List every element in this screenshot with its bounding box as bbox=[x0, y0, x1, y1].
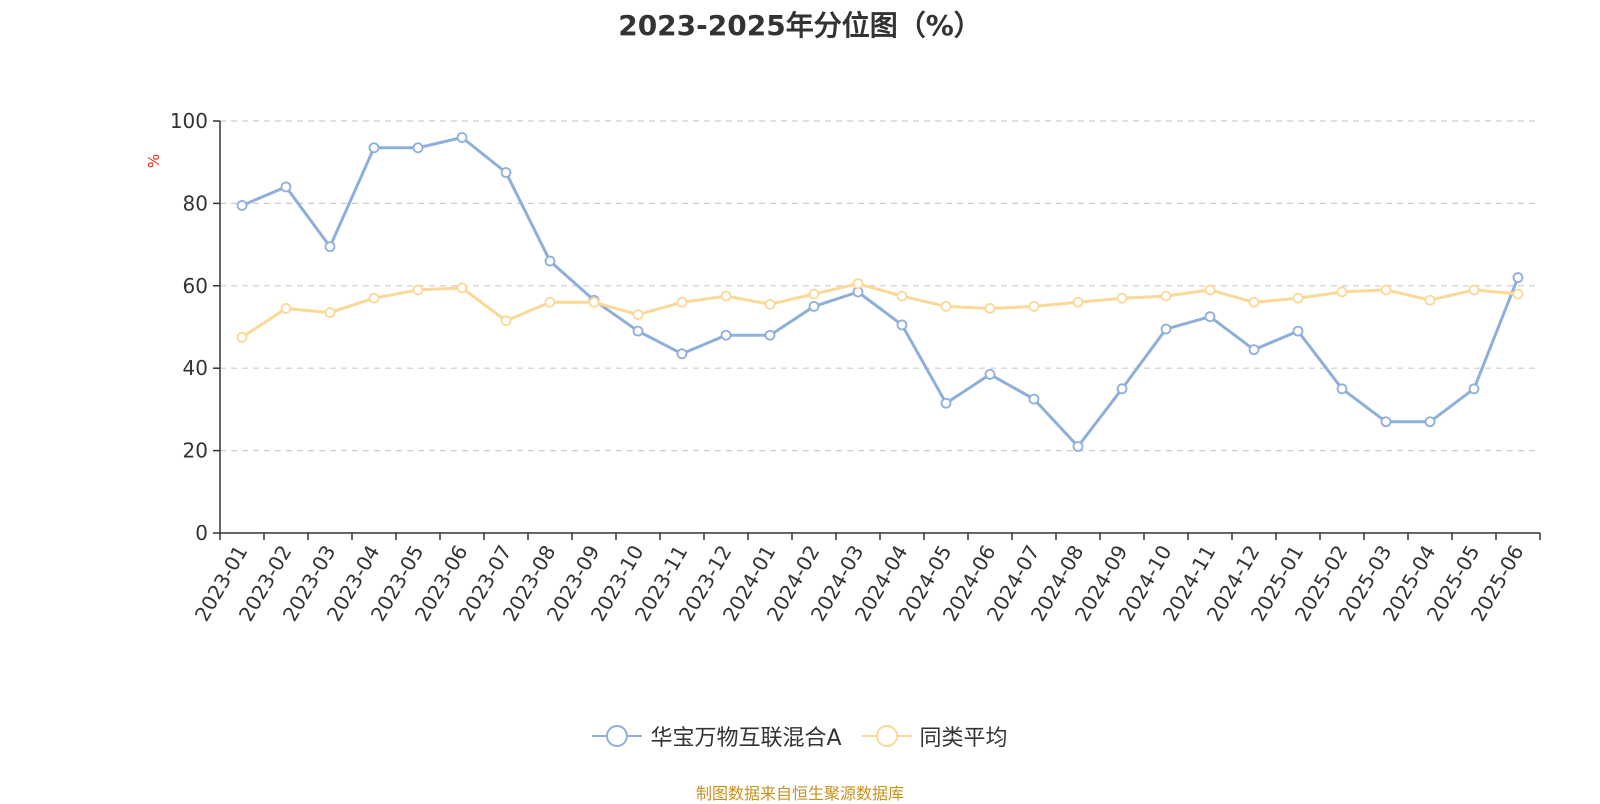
series-1-point-2023-12 bbox=[720, 329, 732, 341]
series-1-point-2025-05 bbox=[1468, 383, 1480, 395]
series-1-point-2025-04 bbox=[1424, 416, 1436, 428]
series-2-point-2024-07 bbox=[1028, 300, 1040, 312]
series-1-point-2024-12 bbox=[1248, 344, 1260, 356]
series-1-point-2024-06 bbox=[984, 368, 996, 380]
series-2-point-2023-12 bbox=[720, 290, 732, 302]
series-2-point-2023-10 bbox=[632, 309, 644, 321]
series-2-point-2025-04 bbox=[1424, 294, 1436, 306]
y-tick-label-100: 100 bbox=[170, 109, 208, 133]
series-2-point-2023-11 bbox=[676, 296, 688, 308]
y-tick-label-20: 20 bbox=[183, 439, 208, 463]
series-2-point-2024-01 bbox=[764, 298, 776, 310]
y-axis-ticks: 0 20 40 60 80 100 bbox=[170, 109, 220, 545]
series-2-point-2023-02 bbox=[280, 303, 292, 314]
x-axis-ticks: 2023-012023-022023-032023-042023-052023-… bbox=[190, 533, 1541, 625]
series-1-point-2024-02 bbox=[808, 300, 820, 312]
series-2-point-2024-10 bbox=[1160, 290, 1172, 302]
legend: 华宝万物互联混合A 同类平均 bbox=[0, 716, 1600, 756]
series-2-point-2025-01 bbox=[1292, 292, 1304, 304]
series-1-point-2023-02 bbox=[280, 181, 292, 193]
series-1-point-2023-07 bbox=[500, 167, 512, 178]
series-1-point-2024-07 bbox=[1028, 393, 1040, 405]
axes bbox=[219, 121, 1540, 534]
y-tick-label-0: 0 bbox=[195, 521, 208, 545]
series-2-point-2024-11 bbox=[1204, 284, 1216, 296]
series-1-point-2025-03 bbox=[1380, 416, 1392, 428]
series-1-point-2025-06 bbox=[1512, 272, 1524, 283]
series-2-point-2024-08 bbox=[1072, 296, 1084, 308]
legend-label-series-2: 同类平均 bbox=[919, 726, 1008, 751]
legend-marker-series-2-icon bbox=[861, 725, 912, 747]
series-2-point-2023-04 bbox=[368, 292, 380, 304]
series-2-point-2023-05 bbox=[412, 284, 424, 296]
series-1-point-2023-05 bbox=[412, 142, 424, 154]
data-source-footer: 制图数据来自恒生聚源数据库 bbox=[695, 784, 904, 803]
series-1-point-2023-11 bbox=[676, 348, 688, 360]
series-2-point-2023-08 bbox=[544, 296, 556, 308]
series-line-1 bbox=[241, 136, 1520, 448]
series-line-2 bbox=[241, 282, 1519, 339]
series-group bbox=[236, 132, 1524, 452]
series-1-point-2024-11 bbox=[1204, 311, 1216, 323]
series-2-point-2023-06 bbox=[456, 282, 468, 294]
legend-label-series-1: 华宝万物互联混合A bbox=[650, 726, 842, 751]
series-1-point-2025-01 bbox=[1292, 325, 1304, 337]
legend-circle-series-1 bbox=[606, 725, 629, 747]
series-1-point-2025-02 bbox=[1336, 383, 1348, 395]
series-1-point-2023-08 bbox=[544, 255, 556, 267]
series-1-point-2023-04 bbox=[368, 142, 380, 154]
series-1-point-2024-08 bbox=[1072, 441, 1084, 452]
series-2-point-2025-05 bbox=[1468, 284, 1480, 296]
legend-item-series-1[interactable]: 华宝万物互联混合A bbox=[592, 720, 842, 752]
series-2-point-2024-12 bbox=[1248, 296, 1260, 308]
y-tick-label-40: 40 bbox=[183, 356, 208, 380]
series-2-point-2023-01 bbox=[236, 331, 248, 343]
series-1-point-2024-10 bbox=[1160, 323, 1172, 335]
series-2-point-2024-05 bbox=[940, 300, 952, 312]
series-1-point-2023-10 bbox=[632, 325, 644, 337]
series-1-point-2024-04 bbox=[896, 319, 908, 331]
series-2-point-2024-02 bbox=[808, 288, 820, 300]
series-2-point-2024-09 bbox=[1116, 292, 1128, 304]
series-2-point-2024-04 bbox=[896, 290, 908, 302]
series-2-point-2023-07 bbox=[500, 315, 512, 327]
chart-title: 2023-2025年分位图（%） bbox=[618, 9, 982, 42]
series-2-point-2025-06 bbox=[1512, 288, 1524, 300]
series-2-point-2023-09 bbox=[588, 296, 600, 308]
series-2-point-2023-03 bbox=[324, 307, 336, 318]
series-1-point-2024-05 bbox=[940, 397, 952, 409]
legend-item-series-2[interactable]: 同类平均 bbox=[861, 720, 1008, 752]
series-1-point-2023-03 bbox=[324, 241, 336, 253]
series-2-point-2025-02 bbox=[1336, 286, 1348, 298]
grid-lines bbox=[220, 120, 1540, 452]
series-1-point-2023-06 bbox=[456, 132, 468, 143]
y-tick-label-60: 60 bbox=[183, 274, 208, 298]
series-1-point-2024-09 bbox=[1116, 383, 1128, 395]
series-2-point-2024-06 bbox=[984, 303, 996, 314]
y-tick-label-80: 80 bbox=[183, 191, 208, 215]
series-1-point-2023-01 bbox=[236, 200, 248, 211]
legend-marker-series-1-icon bbox=[592, 725, 643, 747]
legend-circle-series-2 bbox=[875, 725, 898, 747]
series-2-point-2024-03 bbox=[852, 278, 864, 290]
series-2-point-2025-03 bbox=[1380, 284, 1392, 296]
series-1-point-2024-01 bbox=[764, 329, 776, 341]
